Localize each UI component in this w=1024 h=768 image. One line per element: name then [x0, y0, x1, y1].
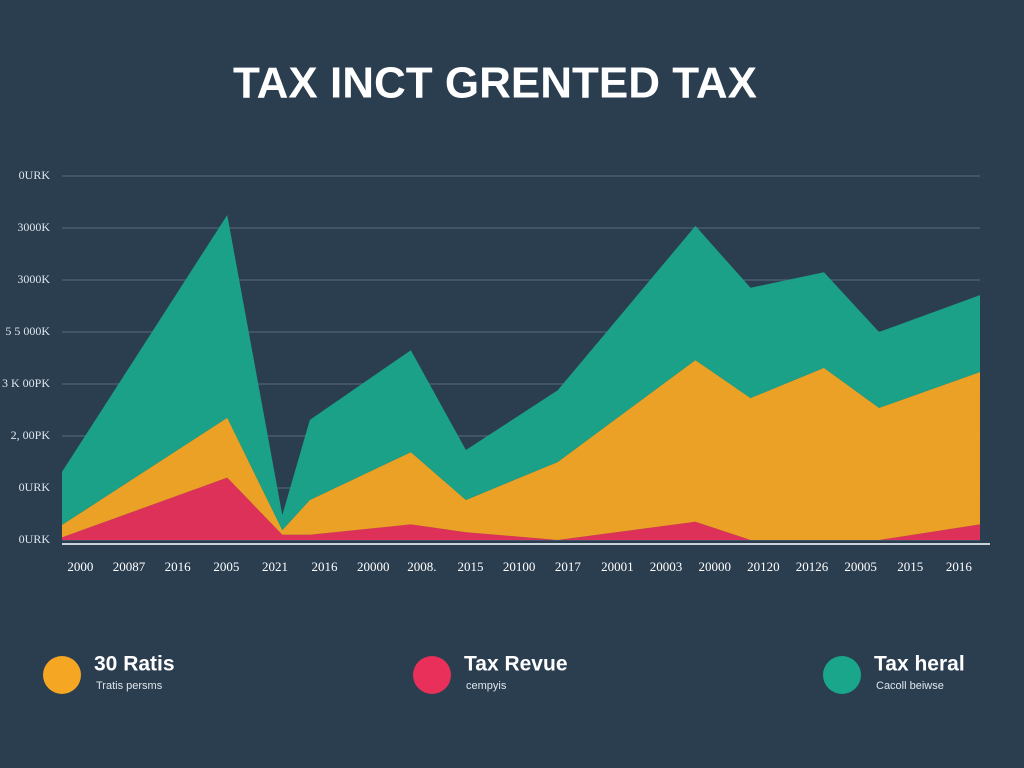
x-tick-label: 2017: [555, 559, 582, 574]
legend-label: Tax Revue: [464, 653, 568, 676]
x-tick-label: 20120: [747, 559, 780, 574]
legend-subtitle: Cacoll beiwse: [876, 680, 944, 692]
x-tick-label: 2015: [458, 559, 484, 574]
x-tick-label: 20000: [698, 559, 731, 574]
x-tick-label: 20003: [650, 559, 683, 574]
x-tick-label: 20100: [503, 559, 536, 574]
x-tick-label: 2016: [165, 559, 192, 574]
x-tick-label: 20000: [357, 559, 390, 574]
x-tick-label: 2016: [312, 559, 339, 574]
y-tick-label: 5 5 000K: [5, 324, 50, 338]
x-tick-label: 20001: [601, 559, 634, 574]
legend-label: Tax heral: [874, 653, 965, 676]
chart-title: TAX INCT GRENTED TAX: [233, 59, 757, 108]
y-tick-label: 3 K 00PK: [2, 376, 50, 390]
y-tick-label: 3000K: [17, 220, 50, 234]
legend-swatch: [43, 656, 81, 694]
legend-subtitle: cempyis: [466, 680, 507, 692]
x-tick-label: 2016: [946, 559, 973, 574]
area: [62, 477, 980, 540]
y-tick-label: 0URK: [19, 480, 51, 494]
y-tick-label: 0URK: [19, 532, 51, 546]
y-tick-label: 2, 00PK: [11, 428, 51, 442]
x-tick-label: 2015: [897, 559, 923, 574]
y-tick-label: 3000K: [17, 272, 50, 286]
x-tick-label: 2000: [67, 559, 93, 574]
x-tick-label: 2005: [213, 559, 239, 574]
legend-label: 30 Ratis: [94, 653, 175, 676]
x-tick-label: 2021: [262, 559, 288, 574]
x-tick-label: 20087: [113, 559, 146, 574]
legend-subtitle: Tratis persms: [96, 680, 163, 692]
x-tick-label: 20005: [844, 559, 877, 574]
x-tick-label: 2008.: [407, 559, 436, 574]
legend-swatch: [413, 656, 451, 694]
legend-swatch: [823, 656, 861, 694]
y-tick-label: 0URK: [19, 168, 51, 182]
area: [62, 215, 980, 531]
x-tick-label: 20126: [796, 559, 829, 574]
area: [62, 360, 980, 540]
